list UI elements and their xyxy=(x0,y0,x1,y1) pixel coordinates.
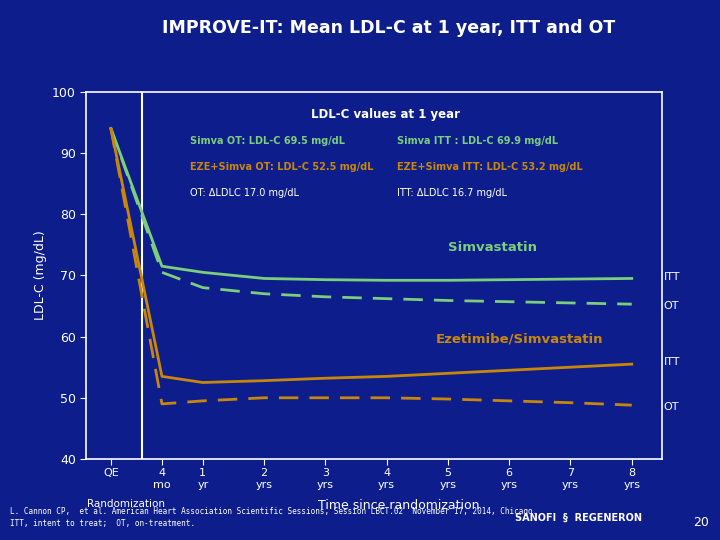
Text: Time since randomization: Time since randomization xyxy=(318,499,480,512)
Text: yrs: yrs xyxy=(562,481,579,490)
Text: yrs: yrs xyxy=(317,481,334,490)
Text: 20: 20 xyxy=(693,516,709,529)
Text: IMPROVE-IT: Mean LDL-C at 1 year, ITT and OT: IMPROVE-IT: Mean LDL-C at 1 year, ITT an… xyxy=(162,19,616,37)
Text: yrs: yrs xyxy=(624,481,640,490)
Y-axis label: LDL-C (mg/dL): LDL-C (mg/dL) xyxy=(34,231,47,320)
Text: mo: mo xyxy=(153,481,171,490)
Text: ITT: ITT xyxy=(664,357,680,367)
Text: Simva ITT : LDL-C 69.9 mg/dL: Simva ITT : LDL-C 69.9 mg/dL xyxy=(397,137,559,146)
Text: ITT: ΔLDLC 16.7 mg/dL: ITT: ΔLDLC 16.7 mg/dL xyxy=(397,188,508,198)
Text: 6: 6 xyxy=(505,468,513,478)
Text: 1: 1 xyxy=(199,468,207,478)
Text: 8: 8 xyxy=(628,468,635,478)
Text: yrs: yrs xyxy=(256,481,273,490)
Text: 2: 2 xyxy=(261,468,268,478)
Text: 4: 4 xyxy=(383,468,390,478)
Text: Simva OT: LDL-C 69.5 mg/dL: Simva OT: LDL-C 69.5 mg/dL xyxy=(190,137,345,146)
Text: 5: 5 xyxy=(444,468,451,478)
Text: OT: OT xyxy=(664,402,679,412)
Text: yrs: yrs xyxy=(439,481,456,490)
Text: OT: ΔLDLC 17.0 mg/dL: OT: ΔLDLC 17.0 mg/dL xyxy=(190,188,299,198)
Text: SANOFI  §  REGENERON: SANOFI § REGENERON xyxy=(516,512,642,523)
Text: 4: 4 xyxy=(158,468,166,478)
Text: Simvastatin: Simvastatin xyxy=(448,241,537,254)
Text: EZE+Simva ITT: LDL-C 53.2 mg/dL: EZE+Simva ITT: LDL-C 53.2 mg/dL xyxy=(397,162,583,172)
Text: OT: OT xyxy=(664,301,679,311)
Text: Randomization: Randomization xyxy=(87,499,165,509)
Text: LDL-C values at 1 year: LDL-C values at 1 year xyxy=(312,109,460,122)
Text: 3: 3 xyxy=(322,468,329,478)
Text: yrs: yrs xyxy=(378,481,395,490)
Text: ITT: ITT xyxy=(664,272,680,282)
Text: 7: 7 xyxy=(567,468,574,478)
Text: QE: QE xyxy=(103,468,119,478)
Text: Ezetimibe/Simvastatin: Ezetimibe/Simvastatin xyxy=(436,333,603,346)
Text: L. Cannon CP,  et al. American Heart Association Scientific Sessions, Session LB: L. Cannon CP, et al. American Heart Asso… xyxy=(10,507,538,529)
Text: yrs: yrs xyxy=(500,481,518,490)
Text: EZE+Simva OT: LDL-C 52.5 mg/dL: EZE+Simva OT: LDL-C 52.5 mg/dL xyxy=(190,162,374,172)
Text: yr: yr xyxy=(197,481,209,490)
